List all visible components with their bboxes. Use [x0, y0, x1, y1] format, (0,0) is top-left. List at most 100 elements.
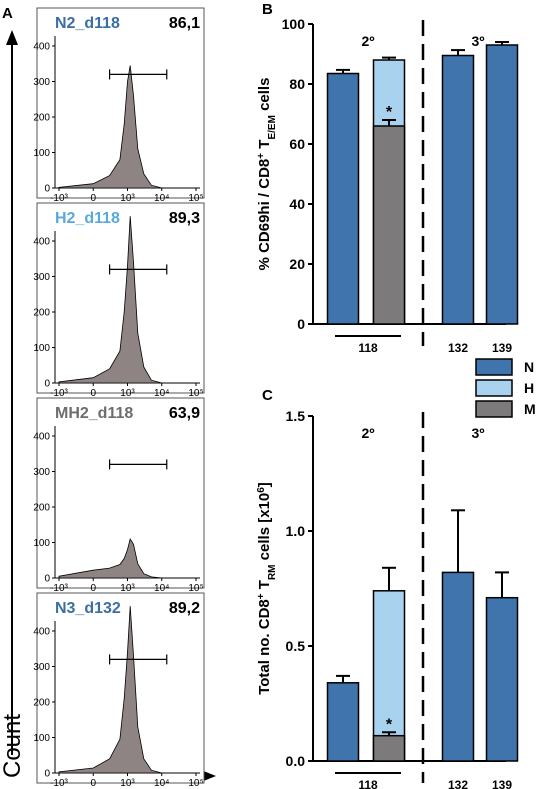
histogram-x-tick-label: 10⁵: [188, 193, 203, 204]
histogram-y-tick-label: 200: [33, 308, 50, 319]
histogram-x-tick-label: 10⁴: [154, 193, 169, 204]
y-tick-label: 20: [289, 256, 305, 272]
histogram-y-tick-label: 400: [33, 237, 50, 248]
histogram-area: [58, 537, 162, 579]
histogram-gate-percent: 63,9: [169, 405, 200, 422]
histogram-y-tick-label: 0: [44, 769, 50, 780]
y-axis-label: Total no. CD8+ TRM cells [x106]: [256, 482, 278, 695]
histogram-y-tick-label: 0: [44, 574, 50, 585]
significance-star: *: [386, 716, 393, 733]
x-tick-label: 132: [448, 778, 468, 789]
histogram-x-tick-label: 10³: [120, 583, 135, 594]
significance-star: *: [386, 104, 393, 121]
histogram-y-tick-label: 300: [33, 272, 50, 283]
histogram-y-tick-label: 400: [33, 42, 50, 53]
legend: NHM: [475, 358, 536, 418]
histogram-x-tick-label: 10³: [120, 193, 135, 204]
histogram-x-tick-label: 0: [90, 778, 96, 789]
bar-m-118: [372, 734, 406, 762]
group-label-3: 3º: [472, 425, 485, 441]
y-axis-label: % CD69hi / CD8+ TE/EM cells: [256, 78, 278, 271]
histogram-y-tick-label: 200: [33, 113, 50, 124]
histogram-y-tick-label: 200: [33, 503, 50, 514]
histogram-y-tick-label: 100: [33, 733, 50, 744]
histogram-area: [58, 606, 162, 774]
legend-swatch-m: [475, 400, 513, 418]
histogram-y-tick-label: 300: [33, 77, 50, 88]
x-tick-label: 118: [358, 341, 378, 355]
histogram-y-tick-label: 0: [44, 184, 50, 195]
histogram-x-tick-label: 10³: [120, 778, 135, 789]
histogram-y-tick-label: 200: [33, 698, 50, 709]
histogram-x-tick-label: 10⁴: [154, 388, 169, 399]
bar-n-132: [441, 54, 475, 325]
bar-n-132: [441, 571, 475, 762]
histogram-y-tick-label: 0: [44, 379, 50, 390]
histogram-area: [58, 65, 162, 189]
histogram-gate-percent: 89,3: [169, 210, 200, 227]
x-tick-label: 139: [492, 778, 512, 789]
legend-swatch-h: [475, 379, 513, 397]
y-tick-label: 80: [289, 76, 305, 92]
panel-letter-b: B: [262, 1, 273, 18]
x-tick-label: 132: [448, 341, 468, 355]
histogram-x-tick-label: -10³: [50, 193, 68, 204]
histogram-x-tick-label: 10⁵: [188, 388, 203, 399]
histogram-area: [58, 216, 162, 384]
histogram-gate-percent: 89,2: [169, 600, 200, 617]
histogram-sample-label: N2_d118: [55, 15, 120, 32]
histogram-sample-label: H2_d118: [55, 210, 120, 227]
bar-n-118: [326, 682, 360, 762]
panel-a-y-axis: Count: [0, 30, 26, 778]
y-tick-label: 0.5: [286, 638, 306, 654]
y-tick-label: 1.0: [286, 523, 306, 539]
legend-label-m: M: [524, 401, 536, 417]
legend-label-n: N: [524, 359, 534, 375]
group-label-3: 3º: [472, 33, 485, 49]
y-tick-label: 0: [297, 316, 305, 332]
histogram-gate-percent: 86,1: [169, 15, 200, 32]
panel-letter-c: C: [262, 387, 273, 404]
y-tick-label: 1.5: [286, 408, 306, 424]
x-tick-label: 118: [358, 778, 378, 789]
histogram-frame: [36, 397, 205, 589]
histogram-x-tick-label: 0: [90, 193, 96, 204]
group-label-2: 2º: [362, 33, 375, 49]
bar-n-139: [485, 44, 519, 325]
legend-label-h: H: [524, 380, 534, 396]
histogram-y-tick-label: 400: [33, 432, 50, 443]
histogram-y-tick-label: 300: [33, 467, 50, 478]
histogram-sample-label: N3_d132: [55, 600, 121, 617]
histogram-x-tick-label: -10³: [50, 388, 68, 399]
panel-letter-a: A: [2, 5, 13, 22]
histogram-x-tick-label: -10³: [50, 583, 68, 594]
y-tick-label: 40: [289, 196, 305, 212]
y-tick-label: 60: [289, 136, 305, 152]
bar-n-139: [485, 596, 519, 762]
histogram-x-tick-label: 10⁴: [154, 778, 169, 789]
histogram-y-tick-label: 100: [33, 538, 50, 549]
bar-n-118: [326, 72, 360, 325]
histogram-x-tick-label: 10⁵: [188, 583, 203, 594]
y-tick-label: 0.0: [286, 753, 306, 769]
histogram-x-tick-label: 0: [90, 583, 96, 594]
y-tick-label: 100: [282, 16, 306, 32]
histogram-x-tick-label: 0: [90, 388, 96, 399]
histogram-y-tick-label: 300: [33, 662, 50, 673]
histogram-sample-label: MH2_d118: [55, 405, 133, 422]
histogram-x-tick-label: 10³: [120, 388, 135, 399]
histogram-y-tick-label: 100: [33, 148, 50, 159]
panel-a-y-label: Count: [0, 714, 26, 778]
histogram-x-tick-label: -10³: [50, 778, 68, 789]
legend-swatch-n: [475, 358, 513, 376]
histogram-y-tick-label: 400: [33, 627, 50, 638]
panel-c-bar-chart: 0.0 0.5 1.0 1.5 Total no. CD8+ TRM cells [x1…: [256, 408, 519, 789]
histogram-y-tick-label: 100: [33, 343, 50, 354]
histogram-x-tick-label: 10⁵: [188, 778, 203, 789]
